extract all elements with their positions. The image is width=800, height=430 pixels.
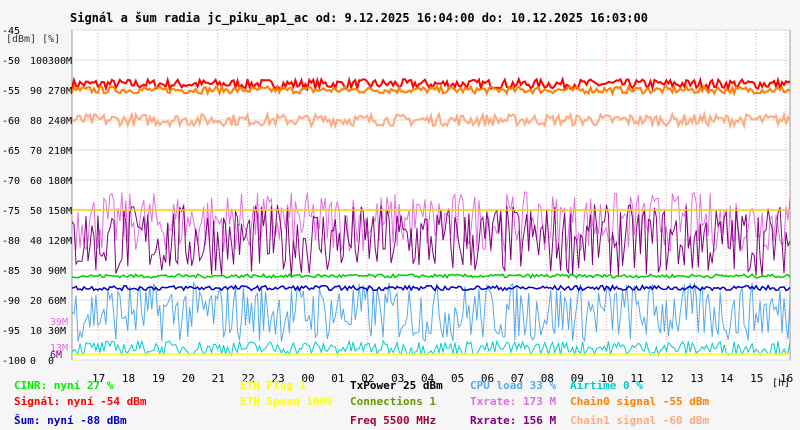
legend-item: ETH Plug 1 (240, 379, 307, 392)
y-rate-tick-label: 120M (48, 236, 72, 247)
legend-item: Signál: nyní -54 dBm (14, 395, 147, 408)
legend-item: Chain1 signal -60 dBm (570, 414, 709, 427)
y-rate-tick-label: 150M (48, 206, 72, 217)
x-tick-label: 15 (750, 372, 763, 385)
y-pct-tick-label: 60 (30, 176, 42, 187)
x-tick-label: 07 (511, 372, 524, 385)
y-pct-tick-label: 0 (30, 356, 36, 367)
x-tick-label: 05 (451, 372, 464, 385)
inline-rate-label: 39M (50, 317, 68, 328)
y-tick-label: -75 (2, 206, 20, 217)
x-tick-label: 02 (361, 372, 374, 385)
legend-item: TxPower 25 dBm (350, 379, 443, 392)
x-tick-label: 13 (690, 372, 703, 385)
legend-item: Rxrate: 156 M (470, 414, 556, 427)
x-tick-label: 11 (630, 372, 643, 385)
x-unit-label: [h] (772, 378, 790, 389)
legend: CINR: nyní 27 % ETH Plug 1 TxPower 25 dBm C… (14, 379, 709, 427)
legend-item: ETH Speed 1000 (240, 395, 333, 408)
x-tick-label: 16 (780, 372, 793, 385)
y-rate-tick-label: 180M (48, 176, 72, 187)
x-tick-label: 17 (92, 372, 105, 385)
x-tick-label: 03 (391, 372, 404, 385)
legend-item: Txrate: 173 M (470, 395, 556, 408)
y-tick-label: -80 (2, 236, 20, 247)
y-pct-tick-label: 80 (30, 116, 42, 127)
series-chain0-signal (71, 83, 791, 97)
x-tick-label: 22 (242, 372, 255, 385)
y-tick-label: -65 (2, 146, 20, 157)
y-pct-tick-label: 100 (30, 56, 48, 67)
y-tick-label: -70 (2, 176, 20, 187)
y-pct-tick-label: 50 (30, 206, 42, 217)
y-tick-label: -55 (2, 86, 20, 97)
y-rate-tick-label: 240M (48, 116, 72, 127)
plot-area (71, 29, 791, 361)
y-rate-tick-label: 0 (48, 356, 54, 367)
x-tick-label: 20 (182, 372, 195, 385)
y-pct-tick-label: 30 (30, 266, 42, 277)
series-rxrate (71, 204, 791, 277)
legend-item: Freq 5500 MHz (350, 414, 436, 427)
series-chain1-signal (71, 110, 791, 130)
chart-title: Signál a šum radia jc_piku_ap1_ac od: 9.… (70, 11, 648, 26)
y-tick-label: -85 (2, 266, 20, 277)
x-tick-label: 01 (331, 372, 344, 385)
series-signál (71, 75, 791, 93)
x-tick-label: 12 (660, 372, 673, 385)
x-tick-label: 08 (541, 372, 554, 385)
y-units-label: [dBm] [%] (6, 34, 60, 45)
x-tick-label: 09 (571, 372, 584, 385)
y-pct-tick-label: 10 (30, 326, 42, 337)
x-tick-label: 18 (122, 372, 135, 385)
inline-rate-label: 6M (50, 350, 62, 361)
y-rate-tick-label: 90M (48, 266, 66, 277)
legend-item: Connections 1 (350, 395, 436, 408)
legend-item: CINR: nyní 27 % (14, 379, 114, 392)
x-tick-label: 04 (421, 372, 435, 385)
y-pct-tick-label: 40 (30, 236, 42, 247)
x-tick-label: 00 (301, 372, 314, 385)
series-cpu-load (71, 280, 791, 343)
y-pct-tick-label: 70 (30, 146, 42, 157)
x-tick-label: 10 (601, 372, 614, 385)
y-tick-label: -60 (2, 116, 20, 127)
x-tick-label: 21 (212, 372, 225, 385)
axes: -45-50 100 300M-55 90 270M-60 80 240M-65 70 210M… (2, 26, 793, 385)
inline-rate-label: 13M (50, 343, 68, 354)
y-rate-tick-label: 270M (48, 86, 72, 97)
series-cinr (71, 272, 791, 280)
plot-frame (71, 29, 791, 361)
series-šum (71, 284, 791, 293)
legend-item: CPU load 33 % (470, 379, 556, 392)
y-rate-tick-label: 300M (48, 56, 72, 67)
y-tick-label: -100 (2, 356, 26, 367)
x-tick-label: 14 (720, 372, 734, 385)
x-tick-label: 23 (271, 372, 284, 385)
y-pct-tick-label: 90 (30, 86, 42, 97)
x-tick-label: 06 (481, 372, 494, 385)
y-rate-tick-label: 30M (48, 326, 66, 337)
y-pct-tick-label: 20 (30, 296, 42, 307)
legend-item: Airtime 0 % (570, 379, 643, 392)
x-tick-label: 19 (152, 372, 165, 385)
y-tick-label: -90 (2, 296, 20, 307)
legend-item: Chain0 signal -55 dBm (570, 395, 709, 408)
y-rate-tick-label: 210M (48, 146, 72, 157)
legend-item: Šum: nyní -88 dBm (14, 414, 127, 427)
y-tick-label: -45 (2, 26, 20, 37)
y-tick-label: -50 (2, 56, 20, 67)
y-rate-tick-label: 60M (48, 296, 66, 307)
y-tick-label: -95 (2, 326, 20, 337)
series-txrate (71, 191, 791, 253)
